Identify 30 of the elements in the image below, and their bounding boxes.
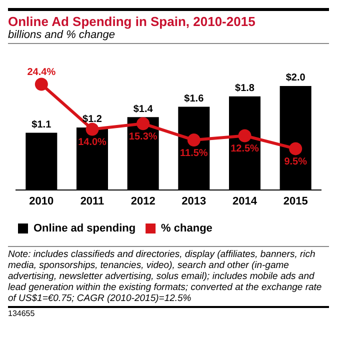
x-tick-label: 2011 [80, 195, 104, 208]
text: Note: includes classifieds and directories, display (affiliates, banners, rich media, sponsorships, tenancies, video), search and other (in-game advertising, newsletter advertising, solus email); includes mobile ads and lead generation within the existing formats; converted at the exchange rate of US$1=€0.75; CAGR (2010-2015)=12.5% [8, 249, 329, 308]
data-label: $1.2 [82, 114, 102, 126]
chart-title: Online Ad Spending in Spain, 2010-2015 [8, 14, 256, 29]
x-tick-label: 2013 [182, 195, 206, 208]
point [289, 142, 302, 156]
legend-label: % change [161, 222, 212, 235]
data-label: $1.1 [32, 119, 52, 130]
x-tick-label: 2014 [232, 195, 258, 208]
data-label: 24.4% [27, 66, 56, 78]
data-label: 9.5% [284, 156, 308, 168]
point [86, 122, 99, 136]
data-label: 12.5% [230, 143, 260, 154]
x-tick-label: 2015 [283, 195, 308, 208]
data-label: 14.0% [78, 136, 107, 148]
point [238, 129, 252, 142]
data-label: $1.6 [184, 93, 204, 104]
point [187, 134, 200, 147]
data-label: 11.5% [180, 148, 208, 159]
point [136, 117, 150, 130]
data-label: $1.4 [133, 104, 154, 115]
x-tick-label: 2010 [29, 195, 54, 208]
data-label: $2.0 [286, 72, 306, 84]
chart-subtitle: billions and % change [8, 29, 329, 44]
point [34, 78, 48, 91]
data-label: $1.8 [235, 83, 255, 94]
legend-label: Online ad spending [34, 222, 136, 235]
x-tick-label: 2012 [130, 195, 156, 208]
text: 134655 [8, 309, 36, 318]
data-label: 15.3% [128, 131, 158, 142]
